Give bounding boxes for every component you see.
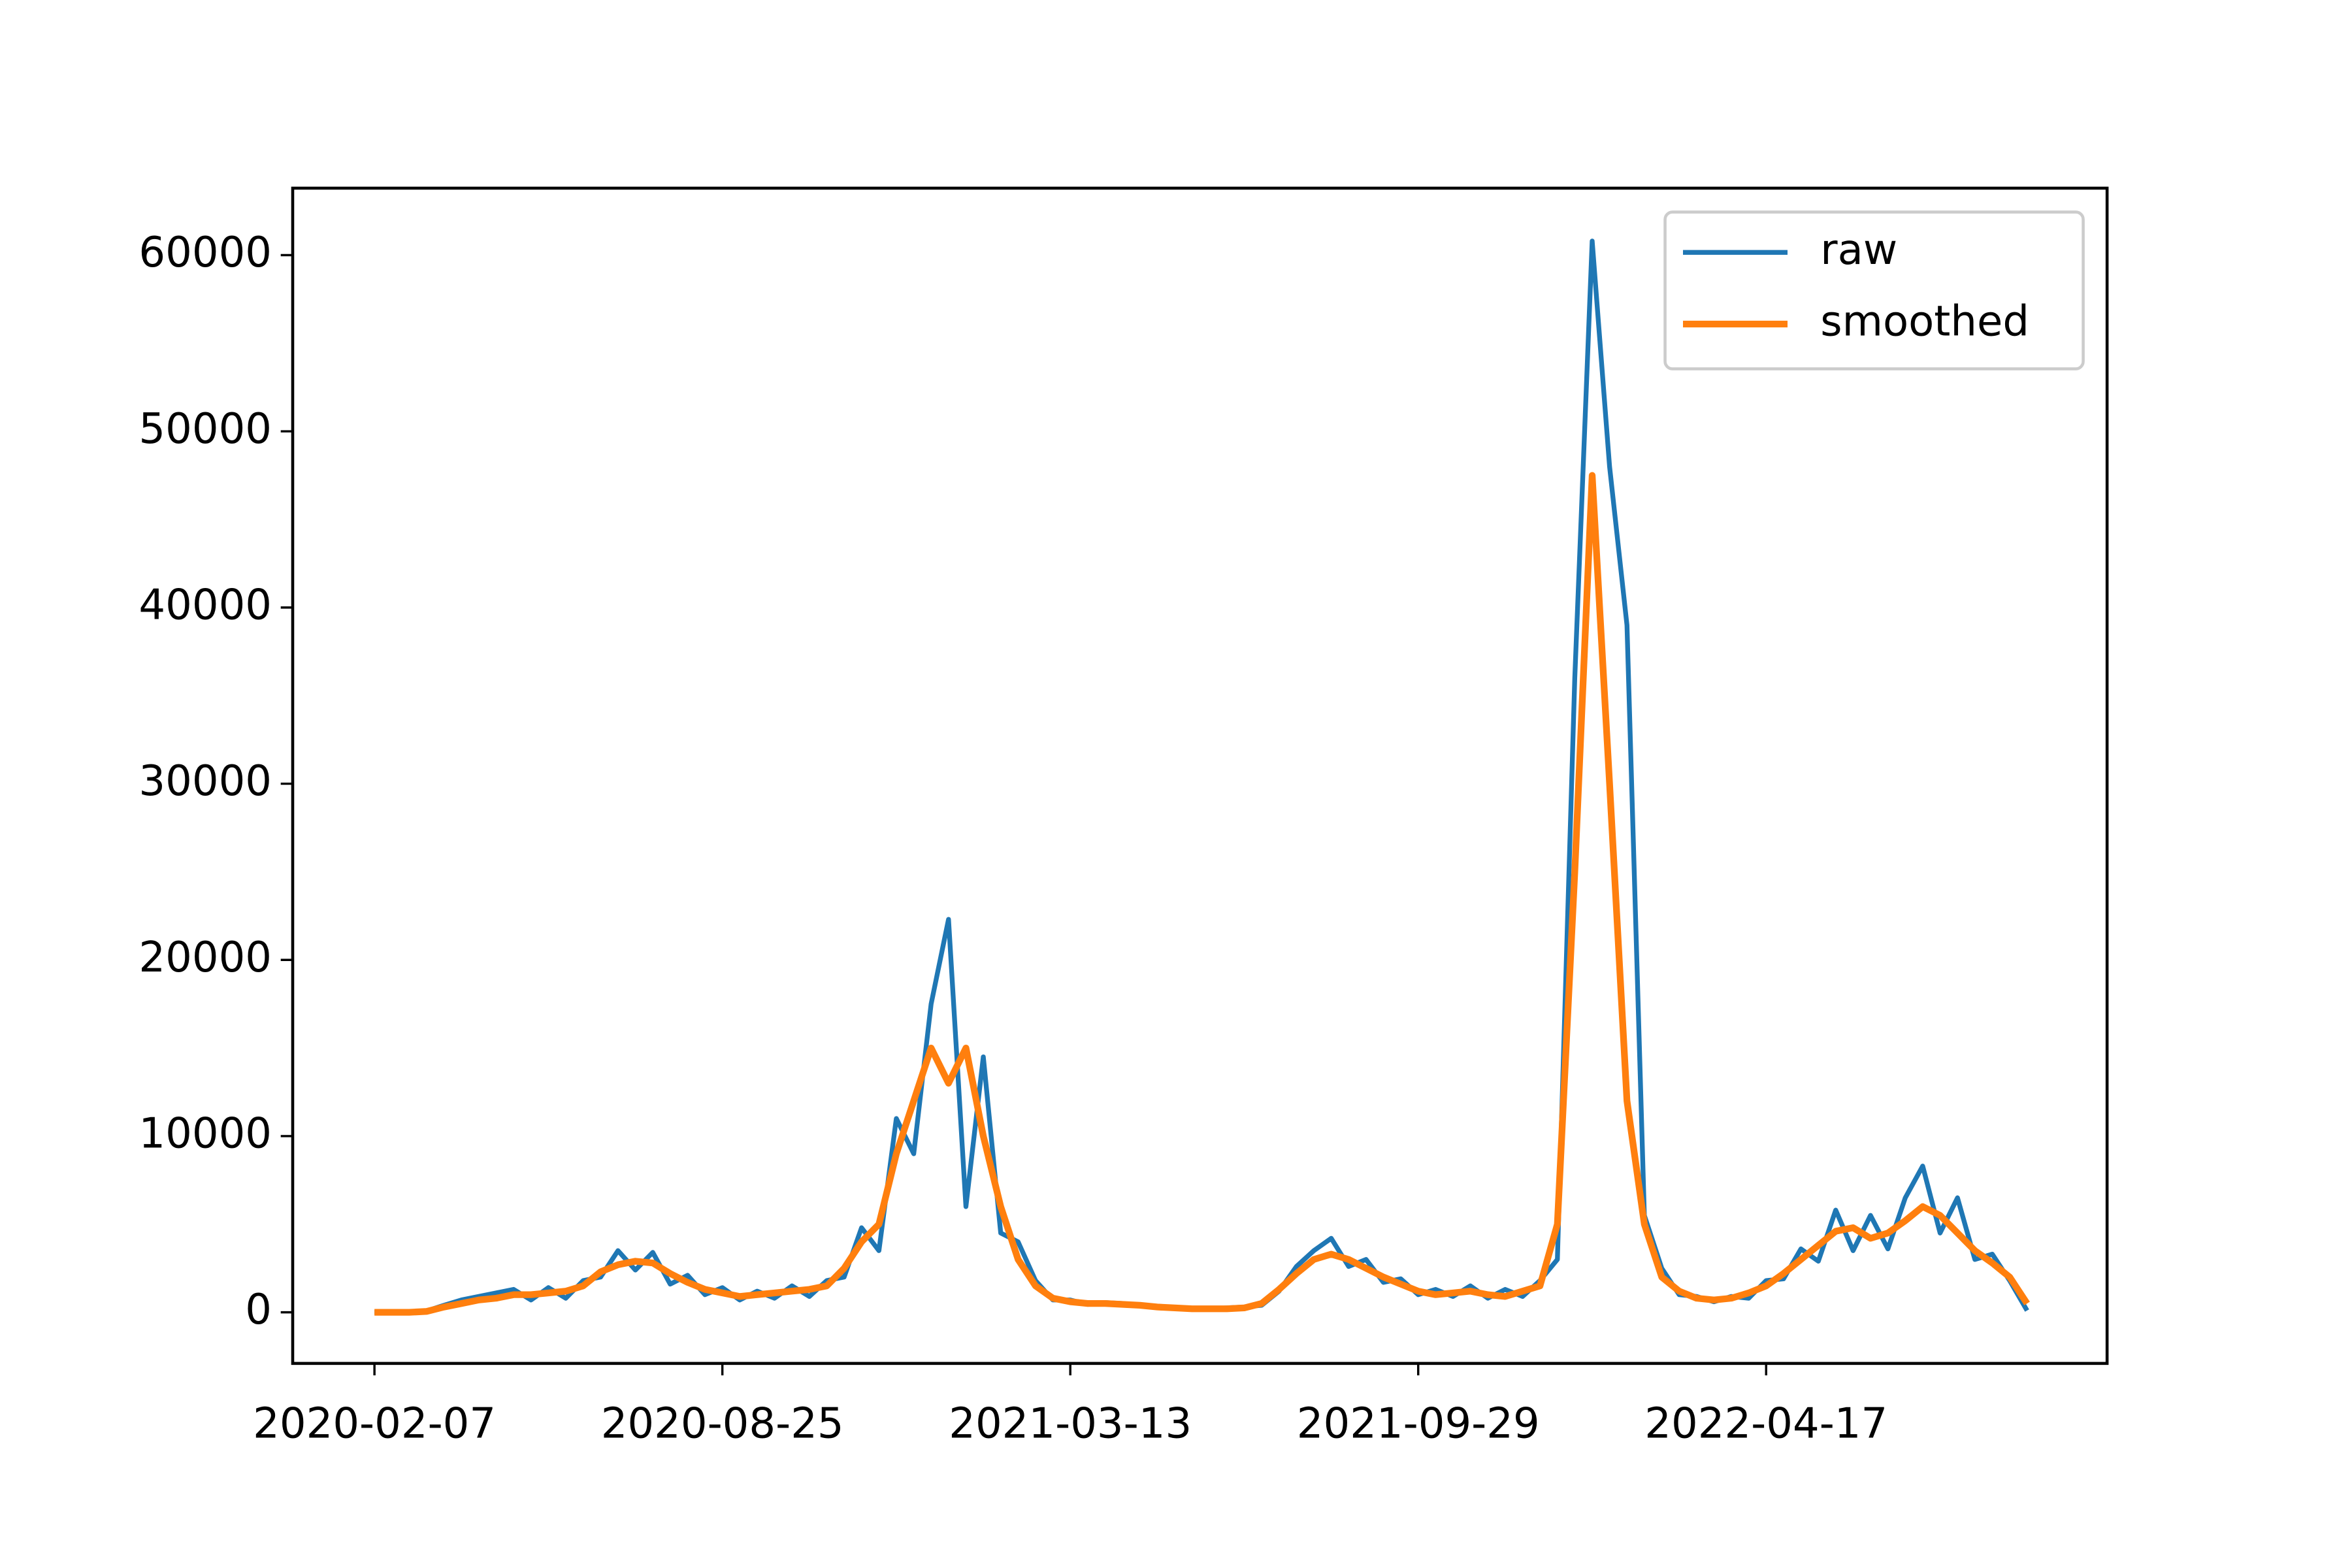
- y-tick-label: 50000: [139, 405, 272, 453]
- y-tick-label: 60000: [139, 229, 272, 277]
- y-tick-label: 0: [245, 1286, 272, 1334]
- x-tick-label: 2022-04-17: [1644, 1399, 1887, 1448]
- y-tick-label: 30000: [139, 757, 272, 806]
- x-tick-label: 2021-09-29: [1297, 1399, 1540, 1448]
- line-smoothed: [374, 472, 2030, 1316]
- x-tick-label: 2021-03-13: [949, 1399, 1192, 1448]
- legend-label: smoothed: [1820, 298, 2029, 346]
- legend: raw smoothed: [1663, 210, 2085, 370]
- x-tick-label: 2020-02-07: [253, 1399, 496, 1448]
- y-tick-label: 10000: [139, 1110, 272, 1158]
- x-tick-label: 2020-08-25: [601, 1399, 844, 1448]
- plot-frame: [291, 186, 2109, 1365]
- y-tick-label: 20000: [139, 934, 272, 982]
- y-tick-label: 40000: [139, 581, 272, 629]
- legend-label: raw: [1820, 226, 1897, 274]
